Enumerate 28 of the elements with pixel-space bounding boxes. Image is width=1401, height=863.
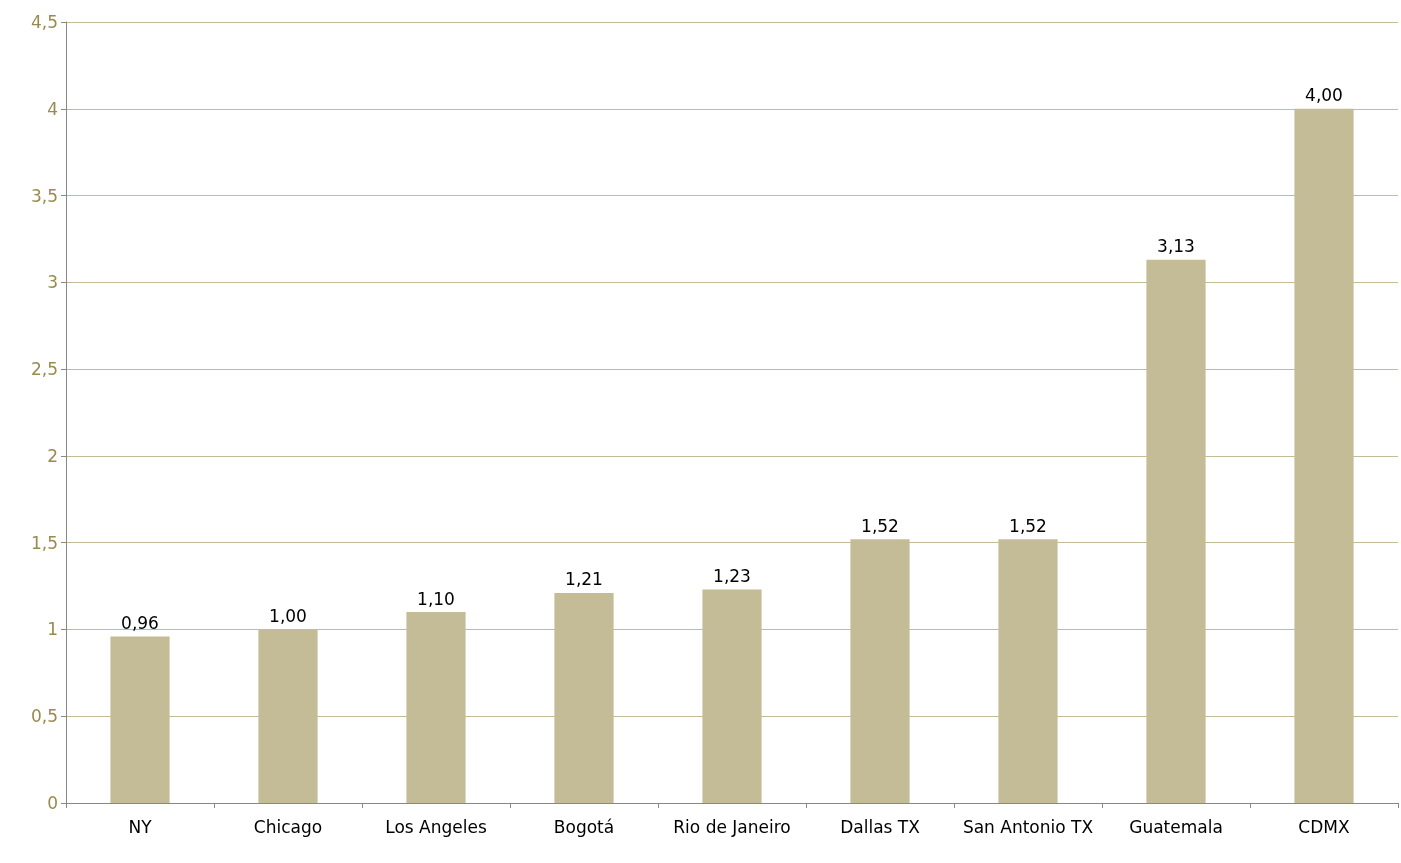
y-tick-label: 3 [47, 272, 58, 293]
y-tick-label: 2 [47, 445, 58, 466]
x-tick-label: Los Angeles [385, 817, 487, 837]
data-label: 4,00 [1305, 85, 1343, 106]
data-label: 1,52 [1009, 515, 1047, 536]
x-tick-label: Bogotá [553, 817, 615, 837]
x-tick-label: Chicago [253, 817, 323, 837]
data-label: 1,00 [269, 605, 307, 626]
y-tick-label: 4 [47, 98, 58, 119]
x-tick-label: CDMX [1298, 817, 1350, 837]
data-label: 3,13 [1157, 236, 1195, 257]
x-tick-label: Guatemala [1129, 817, 1223, 837]
data-label: 1,21 [565, 569, 603, 590]
data-label: 1,23 [713, 566, 751, 587]
y-tick-label: 1 [47, 619, 58, 640]
data-label: 1,10 [417, 588, 455, 609]
y-tick-label: 0,5 [30, 706, 58, 727]
x-tick-label: Dallas TX [840, 817, 921, 837]
y-tick-label: 2,5 [30, 359, 58, 380]
y-tick-label: 1,5 [30, 532, 58, 553]
x-tick-label: Rio de Janeiro [673, 817, 791, 837]
y-tick-label: 0 [47, 793, 58, 813]
data-label: 1,52 [861, 515, 899, 536]
y-tick-label: 3,5 [30, 185, 58, 206]
y-tick-label: 4,5 [30, 12, 58, 32]
x-tick-label: San Antonio TX [962, 817, 1094, 837]
data-label: 0,96 [121, 612, 159, 633]
x-tick-label: NY [128, 817, 153, 837]
